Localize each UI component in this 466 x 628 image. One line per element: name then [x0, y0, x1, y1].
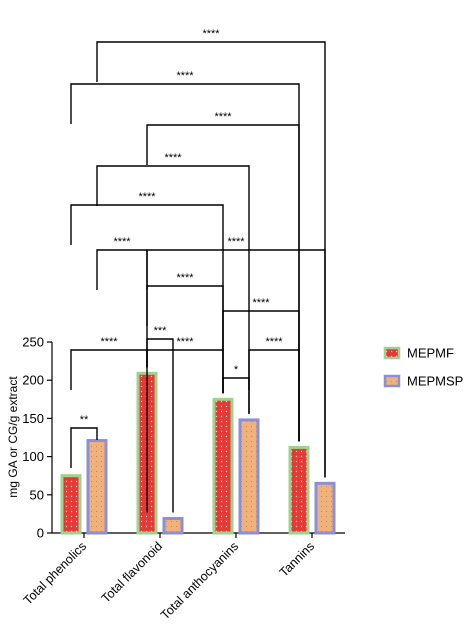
y-tick-label: 0 [37, 526, 44, 541]
bar-mepmf-0 [60, 474, 82, 535]
significance-bracket [70, 204, 224, 394]
significance-bracket [70, 427, 98, 468]
x-tick-label: Tannins [277, 539, 317, 579]
bar-mepmf-2 [212, 397, 234, 535]
legend-swatch-mepmsp [383, 374, 401, 388]
y-tick-label: 150 [22, 411, 44, 426]
legend-swatch-mepmf [383, 346, 401, 360]
significance-label: **** [100, 336, 118, 348]
significance-label: **** [252, 297, 270, 309]
y-tick-label: 100 [22, 449, 44, 464]
significance-bracket [146, 338, 174, 513]
y-tick-labels: 0 50 100 150 200 250 [22, 335, 52, 541]
significance-bracket [70, 83, 300, 442]
bars [60, 371, 336, 535]
legend-label-mepmsp: MEPMSP [407, 374, 463, 389]
legend: MEPMF MEPMSP [383, 346, 463, 389]
significance-label: **** [176, 336, 194, 348]
bar-mepmsp-3 [314, 481, 336, 535]
significance-label: **** [265, 336, 283, 348]
bar-mepmsp-1 [162, 516, 184, 535]
y-tick-label: 200 [22, 373, 44, 388]
significance-label: **** [214, 111, 232, 123]
legend-label-mepmf: MEPMF [407, 346, 454, 361]
significance-label: *** [154, 325, 168, 337]
y-tick-label: 250 [22, 335, 44, 350]
bar-mepmf-3 [288, 445, 310, 535]
significance-bracket [96, 41, 326, 478]
significance-label: **** [202, 28, 220, 40]
significance-label: **** [176, 70, 194, 82]
significance-label: **** [113, 236, 131, 248]
significance-label: **** [227, 236, 245, 248]
significance-bracket [146, 349, 224, 394]
bar-mepmsp-0 [86, 439, 108, 535]
significance-bracket [70, 349, 148, 390]
x-tick-label: Total anthocyanins [158, 539, 241, 622]
significance-bracket [96, 249, 148, 368]
significance-label: **** [164, 152, 182, 164]
significance-label: * [234, 364, 239, 376]
significance-bracket [222, 310, 300, 442]
significance-label: **** [138, 191, 156, 203]
y-axis-title: mg GA or CG/g extract [6, 376, 20, 498]
significance-bracket [96, 165, 250, 414]
significance-label: ** [80, 414, 89, 426]
y-tick-label: 50 [30, 487, 44, 502]
significance-label: **** [176, 272, 194, 284]
x-tick-label: Total phenolics [21, 539, 89, 607]
x-tick-label: Total flavonoid [99, 539, 165, 605]
bar-mepmsp-2 [238, 418, 260, 535]
significance-brackets: ****************************** **********… [70, 28, 326, 513]
